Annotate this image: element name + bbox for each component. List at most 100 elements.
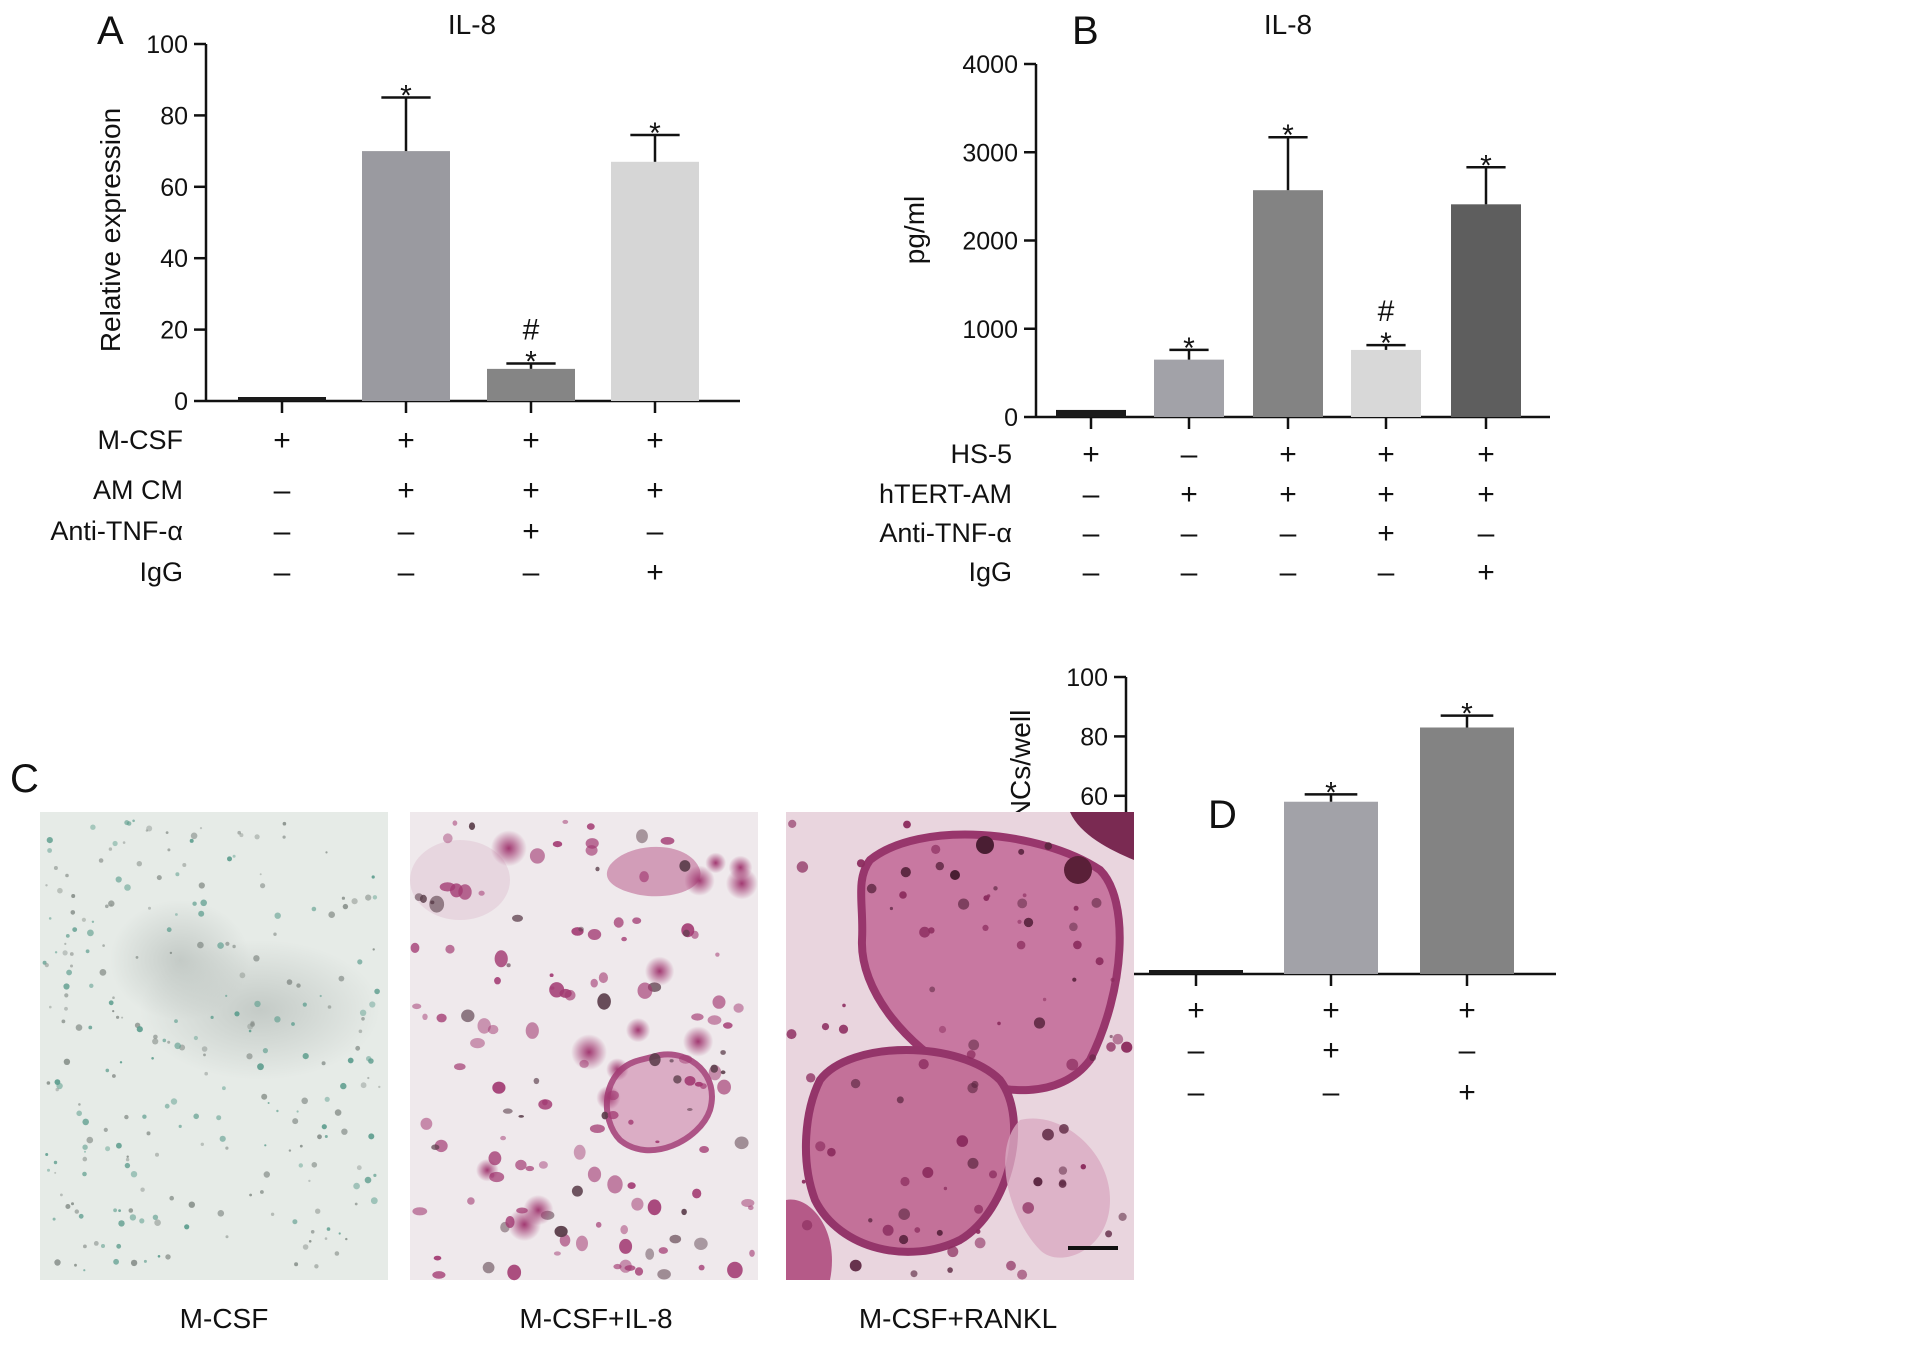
y-axis-label: pg/ml [899, 196, 930, 264]
bar [238, 397, 326, 401]
plus-sign: + [1477, 438, 1495, 471]
plus-sign: + [1477, 556, 1495, 589]
plus-sign: + [522, 424, 540, 457]
y-tick-label: 0 [174, 388, 188, 416]
condition-label: Anti-TNF-α [50, 516, 183, 546]
plus-sign: + [273, 424, 291, 457]
minus-sign: – [1280, 517, 1297, 550]
plus-sign: + [522, 474, 540, 507]
plus-sign: + [646, 474, 664, 507]
minus-sign: – [398, 556, 415, 589]
minus-sign: – [398, 515, 415, 548]
condition-label: HS-5 [950, 439, 1012, 469]
minus-sign: – [1083, 517, 1100, 550]
minus-sign: – [647, 515, 664, 548]
minus-sign: – [1181, 517, 1198, 550]
bar [1351, 349, 1421, 417]
y-tick-label: 100 [1066, 664, 1108, 692]
caption-m-csf-il-8: M-CSF+IL-8 [519, 1303, 672, 1334]
plus-sign: + [1377, 438, 1395, 471]
bar [611, 161, 699, 401]
y-tick-label: 1000 [962, 316, 1018, 344]
panel-letter-d: D [1208, 793, 1237, 837]
plus-sign: + [1477, 478, 1495, 511]
plus-sign: + [1279, 478, 1297, 511]
y-tick-label: 60 [160, 174, 188, 202]
y-tick-label: 80 [160, 102, 188, 130]
minus-sign: – [274, 515, 291, 548]
significance-star: * [525, 346, 537, 379]
plus-sign: + [1322, 1034, 1340, 1067]
chart-title: IL-8 [1264, 9, 1312, 40]
caption-m-csf-rankl: M-CSF+RANKL [859, 1303, 1057, 1334]
minus-sign: – [1188, 1034, 1205, 1067]
condition-label: AM CM [93, 475, 183, 505]
y-tick-label: 20 [160, 317, 188, 345]
bar [1149, 970, 1243, 974]
y-tick-label: 3000 [962, 139, 1018, 167]
minus-sign: – [1459, 1034, 1476, 1067]
micrograph-m-csf [40, 812, 388, 1280]
plus-sign: + [1458, 1076, 1476, 1109]
significance-hash: # [1378, 295, 1395, 328]
plus-sign: + [397, 474, 415, 507]
significance-star: * [1480, 149, 1492, 182]
panel-letter-a: A [97, 9, 124, 53]
plus-sign: + [1187, 994, 1205, 1027]
plus-sign: + [1082, 438, 1100, 471]
minus-sign: – [1181, 438, 1198, 471]
bar [487, 368, 575, 401]
plus-sign: + [646, 424, 664, 457]
y-tick-label: 2000 [962, 228, 1018, 256]
minus-sign: – [1323, 1076, 1340, 1109]
y-tick-label: 40 [160, 245, 188, 273]
condition-label: hTERT-AM [879, 479, 1012, 509]
y-tick-label: 60 [1080, 783, 1108, 811]
condition-label: Anti-TNF-α [879, 518, 1012, 548]
minus-sign: – [1181, 556, 1198, 589]
minus-sign: – [1083, 478, 1100, 511]
minus-sign: – [523, 556, 540, 589]
caption-m-csf: M-CSF [180, 1303, 269, 1334]
significance-star: * [400, 80, 412, 113]
condition-label: M-CSF [98, 425, 183, 455]
plus-sign: + [1279, 438, 1297, 471]
plus-sign: + [1180, 478, 1198, 511]
minus-sign: – [1083, 556, 1100, 589]
y-tick-label: 80 [1080, 723, 1108, 751]
plus-sign: + [1322, 994, 1340, 1027]
y-axis-label: Relative expression [95, 108, 126, 352]
plus-sign: + [397, 424, 415, 457]
y-tick-label: 0 [1004, 404, 1018, 432]
minus-sign: – [1478, 517, 1495, 550]
condition-label: IgG [139, 557, 183, 587]
significance-star: * [1461, 698, 1473, 731]
chart-title: IL-8 [448, 9, 496, 40]
significance-star: * [1325, 776, 1337, 809]
panel-letter-c: C [10, 757, 39, 801]
minus-sign: – [274, 556, 291, 589]
bar [1284, 801, 1378, 974]
significance-star: * [1380, 327, 1392, 360]
micrograph-m-csf-rankl [786, 812, 1134, 1280]
minus-sign: – [1280, 556, 1297, 589]
bar [362, 151, 450, 401]
bar [1420, 727, 1514, 974]
micrograph-m-csf-il-8 [410, 812, 758, 1281]
bar [1451, 204, 1521, 417]
plus-sign: + [522, 515, 540, 548]
significance-star: * [649, 117, 661, 150]
plus-sign: + [1377, 478, 1395, 511]
plus-sign: + [646, 556, 664, 589]
bar [1056, 409, 1126, 417]
minus-sign: – [274, 474, 291, 507]
significance-hash: # [523, 314, 540, 347]
bar [1154, 359, 1224, 417]
y-tick-label: 4000 [962, 51, 1018, 79]
plus-sign: + [1458, 994, 1476, 1027]
significance-star: * [1282, 119, 1294, 152]
minus-sign: – [1188, 1076, 1205, 1109]
